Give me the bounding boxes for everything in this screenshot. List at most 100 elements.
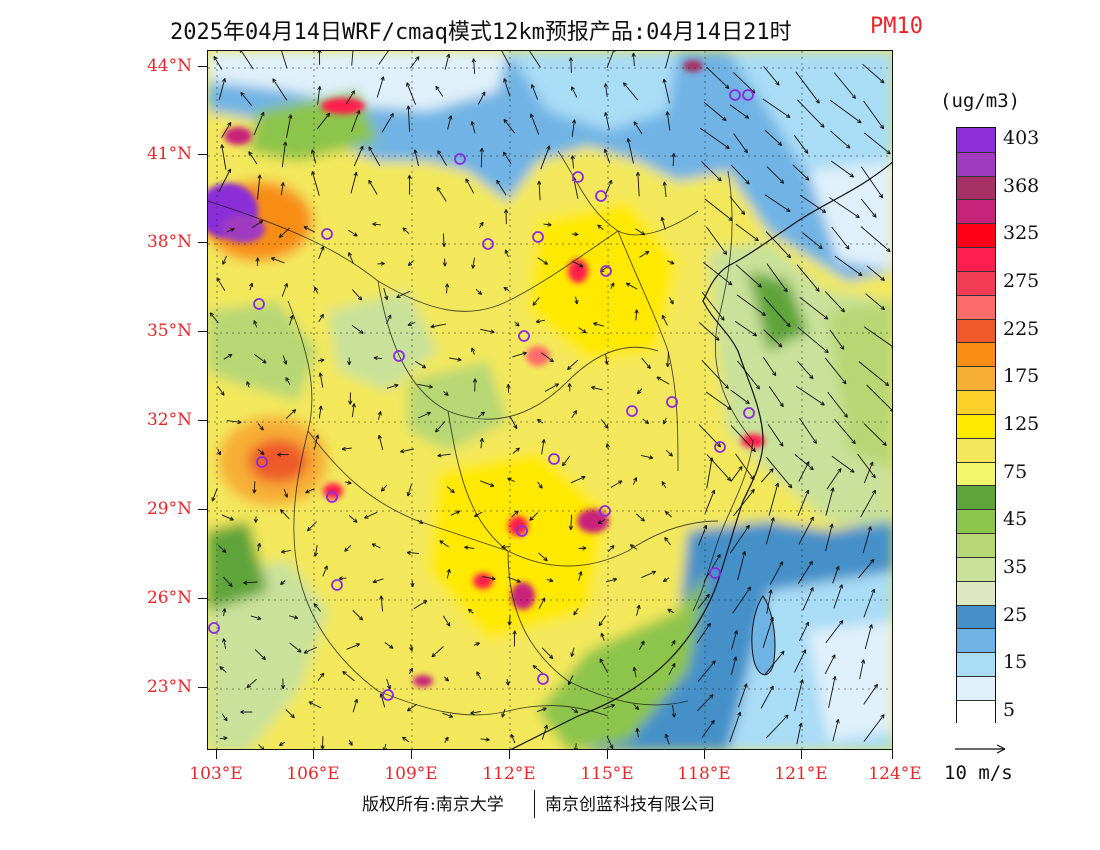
wind-vector-head bbox=[282, 182, 285, 187]
wind-vector bbox=[605, 179, 613, 195]
wind-vector-head bbox=[338, 576, 343, 579]
wind-vector bbox=[864, 132, 891, 155]
wind-vector bbox=[593, 322, 605, 327]
wind-vector bbox=[364, 511, 378, 519]
wind-vector-head bbox=[514, 630, 517, 635]
wind-vector-head bbox=[449, 569, 451, 574]
wind-vector-head bbox=[472, 264, 476, 269]
wind-vector bbox=[606, 51, 614, 69]
lon-tick bbox=[892, 750, 893, 759]
wind-vector-head bbox=[409, 174, 412, 179]
wind-vector bbox=[496, 179, 507, 196]
wind-vector-head bbox=[636, 389, 639, 394]
wind-vector-head bbox=[635, 728, 638, 733]
wind-vector-head bbox=[842, 307, 845, 313]
wind-vector bbox=[317, 672, 325, 681]
wind-vector-head bbox=[256, 618, 262, 621]
wind-vector bbox=[827, 391, 848, 418]
wind-vector-head bbox=[601, 632, 605, 637]
wind-vector-head bbox=[800, 722, 803, 728]
wind-vector-head bbox=[507, 383, 511, 389]
wind-vector-head bbox=[749, 586, 752, 591]
legend-swatch bbox=[957, 318, 995, 343]
wind-vector-head bbox=[882, 124, 885, 129]
wind-vector-head bbox=[407, 492, 411, 497]
wind-vector-head bbox=[465, 178, 470, 182]
wind-vector bbox=[793, 135, 809, 154]
legend-swatch bbox=[957, 223, 995, 248]
wind-vector-head bbox=[320, 246, 324, 250]
city-marker bbox=[729, 89, 741, 101]
wind-vector bbox=[509, 415, 518, 429]
wind-vector bbox=[257, 543, 261, 552]
wind-vector-head bbox=[878, 195, 883, 199]
wind-vector bbox=[352, 698, 358, 713]
wind-vector-head bbox=[726, 384, 729, 389]
wind-vector-head bbox=[610, 282, 615, 286]
wind-vector bbox=[656, 376, 670, 385]
wind-vector bbox=[386, 384, 399, 389]
wind-vector-head bbox=[573, 711, 578, 714]
wind-vector-head bbox=[871, 489, 876, 493]
wind-vector-head bbox=[249, 282, 253, 287]
wind-vector bbox=[623, 82, 639, 101]
wind-vector-head bbox=[402, 736, 405, 741]
wind-vector bbox=[604, 148, 611, 164]
wind-vector bbox=[765, 650, 785, 675]
wind-vector bbox=[703, 102, 727, 121]
wind-vector-head bbox=[664, 537, 666, 542]
wind-vector-head bbox=[508, 681, 510, 686]
wind-vector-head bbox=[608, 179, 612, 184]
wind-vector-head bbox=[442, 262, 446, 267]
wind-vector-head bbox=[758, 385, 760, 390]
wind-vector-head bbox=[319, 313, 324, 317]
wind-vector-head bbox=[308, 701, 312, 706]
wind-vector bbox=[706, 66, 730, 89]
wind-vector-head bbox=[481, 147, 485, 152]
wind-vector-head bbox=[637, 391, 642, 395]
coastline bbox=[510, 161, 892, 749]
wind-vector bbox=[381, 113, 394, 133]
wind-vector-head bbox=[209, 312, 212, 317]
wind-vector-head bbox=[570, 57, 574, 62]
wind-vector-head bbox=[446, 53, 450, 58]
lat-tick bbox=[198, 66, 207, 67]
wind-vector bbox=[633, 121, 643, 134]
wind-vector bbox=[352, 610, 364, 621]
wind-vector bbox=[281, 51, 288, 69]
wind-vector-head bbox=[536, 321, 541, 324]
wind-vector-head bbox=[285, 377, 290, 381]
wind-vector-head bbox=[754, 239, 759, 242]
wind-vector-head bbox=[671, 663, 676, 667]
wind-vector bbox=[478, 221, 484, 229]
wind-vector-head bbox=[869, 461, 874, 465]
wind-vector-head bbox=[727, 84, 730, 89]
wind-vector-head bbox=[277, 454, 282, 457]
wind-vector-head bbox=[464, 545, 469, 548]
wind-vector-head bbox=[357, 298, 362, 301]
wind-vector-head bbox=[341, 446, 346, 450]
concentration-map[interactable] bbox=[207, 50, 893, 750]
wind-vector bbox=[476, 671, 482, 680]
legend-swatch bbox=[957, 509, 995, 534]
wind-vector bbox=[253, 353, 267, 364]
wind-vector-head bbox=[786, 714, 789, 719]
wind-vector-head bbox=[437, 453, 442, 457]
wind-vector-head bbox=[346, 361, 350, 366]
wind-vector bbox=[318, 246, 325, 260]
wind-vector bbox=[223, 576, 233, 587]
wind-vector-head bbox=[348, 252, 352, 256]
wind-vector-head bbox=[224, 78, 227, 83]
legend-swatch bbox=[957, 247, 995, 271]
wind-vector bbox=[635, 309, 638, 321]
wind-vector-head bbox=[870, 526, 872, 531]
wind-vector bbox=[480, 480, 495, 487]
wind-vector-head bbox=[471, 58, 474, 63]
wind-vector-head bbox=[216, 277, 221, 281]
wind-vector bbox=[604, 83, 608, 97]
wind-vector-head bbox=[757, 285, 762, 288]
wind-vector-head bbox=[627, 138, 631, 142]
wind-vector-head bbox=[578, 571, 582, 575]
wind-vector bbox=[632, 52, 635, 67]
wind-vector bbox=[664, 537, 671, 546]
